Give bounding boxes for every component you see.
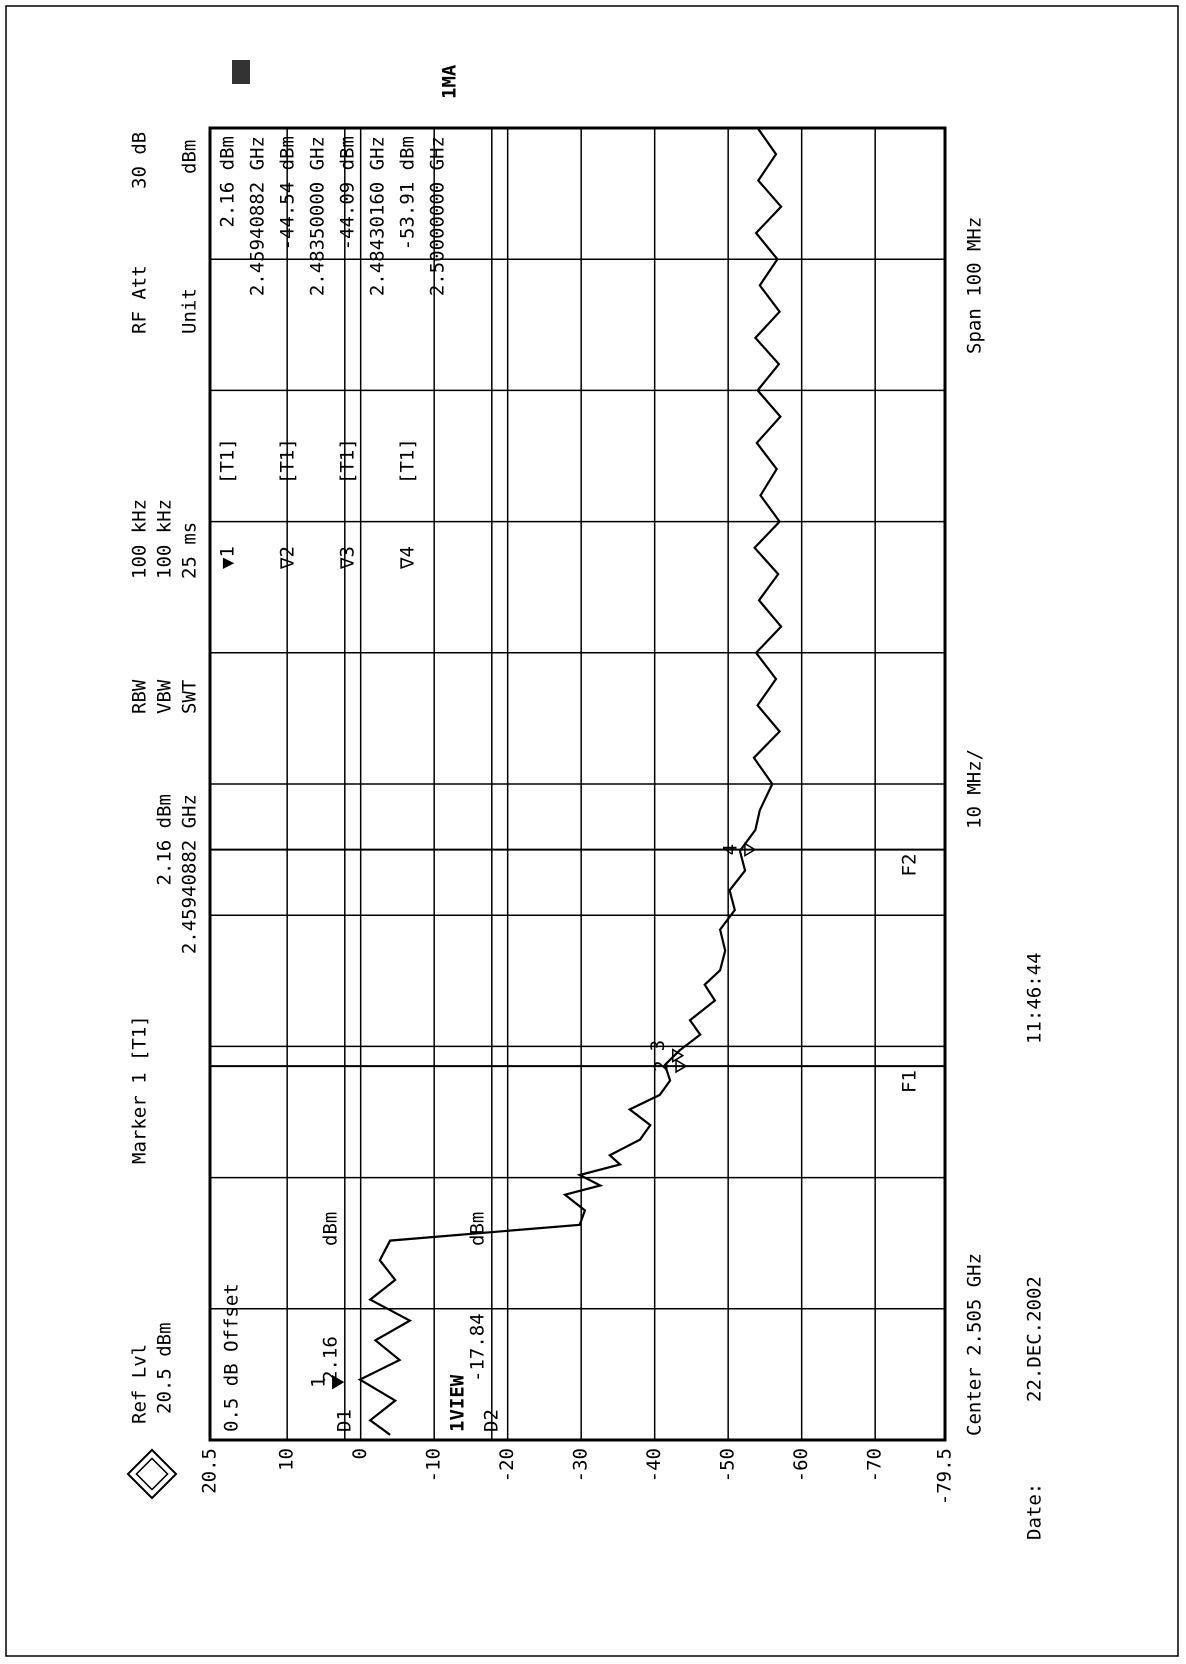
footer-date-label: Date: — [1024, 1483, 1046, 1540]
marker-table-level: 2.16 dBm — [217, 136, 239, 228]
marker-table-level: -53.91 dBm — [397, 136, 419, 250]
marker-tag: 2 — [651, 1060, 673, 1071]
header-marker-title: Marker 1 [T1] — [129, 1015, 151, 1164]
marker-tag: 4 — [719, 844, 741, 855]
header-offset: 0.5 dB Offset — [221, 1283, 243, 1432]
y-tick-label: -10 — [423, 1448, 445, 1482]
marker-table-trace: [T1] — [277, 438, 299, 484]
footer-time: 11:46:44 — [1024, 952, 1046, 1044]
header-view: 1VIEW — [447, 1374, 469, 1432]
marker-table-level: -44.09 dBm — [337, 136, 359, 250]
status-box — [232, 60, 250, 84]
header-swt: 25 ms — [179, 522, 201, 579]
marker-table-trace: [T1] — [217, 438, 239, 484]
logo-diamond — [126, 1448, 178, 1500]
y-tick-label: 20.5 — [199, 1448, 221, 1494]
y-tick-label: 10 — [276, 1448, 298, 1471]
header-ref-value: 20.5 dBm — [154, 1322, 176, 1414]
marker-table-trace: [T1] — [397, 438, 419, 484]
header-mode: 1MA — [439, 64, 461, 99]
footer-span: Span 100 MHz — [964, 217, 986, 354]
display-line-unit: dBm — [466, 1212, 488, 1246]
plot-frame — [208, 126, 947, 1442]
logo-inner — [135, 1457, 169, 1491]
display-line-value: -17.84 — [466, 1313, 488, 1382]
y-tick-label: -20 — [496, 1448, 518, 1482]
footer-date: 22.DEC.2002 — [1024, 1276, 1046, 1402]
header-rbw: 100 kHz — [129, 499, 151, 579]
marker-table-symbol: ∇2 — [277, 546, 299, 570]
footer-div: 10 MHz/ — [964, 749, 986, 829]
y-tick-label: -50 — [717, 1448, 739, 1482]
header-rbw-label: RBW — [129, 679, 151, 714]
marker-table-symbol: ▼1 — [217, 546, 239, 569]
y-tick-label: -60 — [790, 1448, 812, 1482]
header-att: 30 dB — [129, 132, 151, 189]
y-tick-label: -40 — [643, 1448, 665, 1482]
header-unit-label: Unit — [179, 288, 201, 334]
marker-table-symbol: ∇4 — [397, 546, 419, 570]
y-tick-label: 0 — [349, 1448, 371, 1459]
trace — [357, 127, 783, 1436]
marker-table-symbol: ∇3 — [337, 546, 359, 570]
display-line-name: D1 — [333, 1409, 355, 1432]
marker-table-freq: 2.48350000 GHz — [307, 136, 329, 296]
logo — [126, 1448, 178, 1500]
header-vbw: 100 kHz — [154, 499, 176, 579]
marker-tag: 1 — [307, 1376, 329, 1387]
display-line-value: 2.16 — [319, 1336, 341, 1382]
footer-center: Center 2.505 GHz — [964, 1253, 986, 1436]
marker-tag: 3 — [647, 1040, 669, 1051]
y-tick-label: -30 — [570, 1448, 592, 1482]
marker-symbol — [744, 842, 757, 857]
rotated-display: 20.5 10 0 -10 -20 -30 -40 -50 -60 -70 -79.5 D1 2.16 d… — [126, 60, 1046, 1540]
header-marker-level: 2.16 dBm — [154, 794, 176, 886]
freq-line-label: F2 — [899, 854, 921, 877]
y-tick-label: -79.5 — [934, 1448, 956, 1505]
marker-symbol — [332, 1374, 345, 1390]
marker-table-freq: 2.45940882 GHz — [247, 136, 269, 296]
marker-table-freq: 2.48430160 GHz — [367, 136, 389, 296]
y-tick-label: -70 — [864, 1448, 886, 1482]
header-vbw-label: VBW — [154, 679, 176, 714]
display-line-unit: dBm — [319, 1212, 341, 1246]
header-marker-freq: 2.45940882 GHz — [179, 794, 201, 954]
marker-symbol — [675, 1058, 688, 1074]
marker-symbol — [671, 1048, 685, 1063]
marker-table-level: -44.54 dBm — [277, 136, 299, 250]
header-ref-label: Ref Lvl — [129, 1344, 151, 1424]
header-att-label: RF Att — [129, 265, 151, 334]
display-line-name: D2 — [480, 1409, 502, 1432]
freq-line-label: F1 — [899, 1070, 921, 1093]
header-unit: dBm — [179, 140, 201, 174]
marker-table-freq: 2.50000000 GHz — [427, 136, 449, 296]
marker-table-trace: [T1] — [337, 438, 359, 484]
header-swt-label: SWT — [179, 680, 201, 714]
page-border — [5, 5, 1179, 1657]
